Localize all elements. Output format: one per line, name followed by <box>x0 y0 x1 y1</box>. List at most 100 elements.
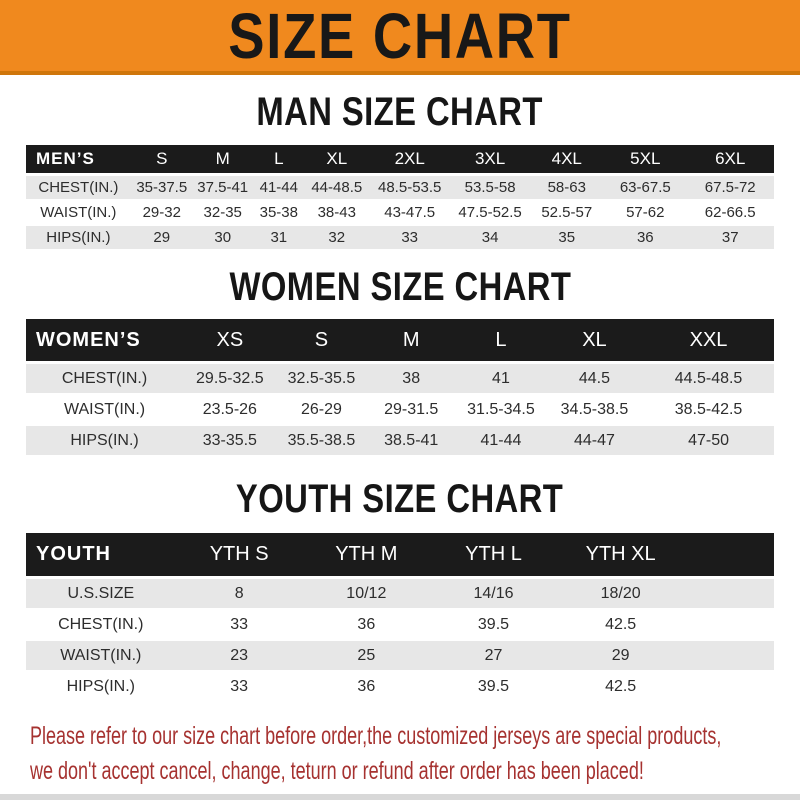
size-cell: 36 <box>302 609 430 641</box>
size-cell: 29-31.5 <box>366 394 457 426</box>
row-label: U.S.SIZE <box>26 577 176 610</box>
filler-cell <box>684 577 774 610</box>
size-cell: 35.5-38.5 <box>276 425 367 457</box>
size-cell: 35-37.5 <box>130 174 193 201</box>
women-column-header: S <box>276 319 367 364</box>
women-waist-row: WAIST(IN.) 23.5-26 26-29 29-31.5 31.5-34… <box>26 394 774 426</box>
size-cell: 41-44 <box>456 425 546 457</box>
row-label: WAIST(IN.) <box>26 394 184 426</box>
size-cell: 33 <box>368 225 451 251</box>
size-cell: 67.5-72 <box>686 174 774 201</box>
size-cell: 23.5-26 <box>183 394 277 426</box>
women-section-heading: WOMEN SIZE CHART <box>0 267 800 307</box>
size-cell: 18/20 <box>557 577 685 610</box>
women-column-header: XXL <box>643 319 774 364</box>
size-cell: 29-32 <box>130 200 193 226</box>
size-cell: 53.5-58 <box>450 174 530 201</box>
size-cell: 62-66.5 <box>686 200 774 226</box>
size-cell: 44.5-48.5 <box>643 362 774 395</box>
women-column-header: M <box>366 319 457 364</box>
men-waist-row: WAIST(IN.) 29-32 32-35 35-38 38-43 43-47… <box>26 200 774 226</box>
youth-column-header: YTH XL <box>557 533 685 579</box>
footer-note: Please refer to our size chart before or… <box>0 703 800 789</box>
women-column-header: XS <box>183 319 277 364</box>
women-table-header-row: WOMEN’S XS S M L XL XXL <box>26 319 774 364</box>
size-cell: 38 <box>366 362 457 395</box>
youth-size-table: YOUTH YTH S YTH M YTH L YTH XL U.S.SIZE … <box>26 533 774 703</box>
size-cell: 29 <box>557 640 685 672</box>
youth-table-title: YOUTH <box>26 533 176 579</box>
size-cell: 47.5-52.5 <box>450 200 530 226</box>
size-cell: 34 <box>450 225 530 251</box>
men-column-header: XL <box>304 145 369 176</box>
men-column-header: M <box>192 145 253 176</box>
men-size-table: MEN’S S M L XL 2XL 3XL 4XL 5XL 6XL CHEST… <box>26 145 774 251</box>
youth-section-heading-text: YOUTH SIZE CHART <box>236 477 564 521</box>
size-cell: 39.5 <box>429 609 558 641</box>
row-label: HIPS(IN.) <box>26 671 176 703</box>
size-cell: 35 <box>529 225 605 251</box>
men-table-header-row: MEN’S S M L XL 2XL 3XL 4XL 5XL 6XL <box>26 145 774 176</box>
men-chest-row: CHEST(IN.) 35-37.5 37.5-41 41-44 44-48.5… <box>26 174 774 201</box>
youth-column-header: YTH S <box>175 533 303 579</box>
men-column-header: 3XL <box>450 145 530 176</box>
size-cell: 33 <box>175 609 303 641</box>
youth-column-header: YTH L <box>429 533 558 579</box>
men-table-title: MEN’S <box>26 145 131 176</box>
row-label: HIPS(IN.) <box>26 225 131 251</box>
filler-cell <box>684 671 774 703</box>
size-cell: 47-50 <box>643 425 774 457</box>
size-cell: 29 <box>130 225 193 251</box>
women-section-heading-text: WOMEN SIZE CHART <box>229 265 571 309</box>
size-cell: 44.5 <box>545 362 644 395</box>
size-cell: 37.5-41 <box>192 174 253 201</box>
size-cell: 10/12 <box>302 577 430 610</box>
size-cell: 58-63 <box>529 174 605 201</box>
women-hips-row: HIPS(IN.) 33-35.5 35.5-38.5 38.5-41 41-4… <box>26 425 774 457</box>
size-cell: 32 <box>304 225 369 251</box>
size-cell: 38.5-42.5 <box>643 394 774 426</box>
size-cell: 25 <box>302 640 430 672</box>
size-cell: 48.5-53.5 <box>368 174 451 201</box>
size-cell: 34.5-38.5 <box>545 394 644 426</box>
man-section-heading-text: MAN SIZE CHART <box>256 90 544 134</box>
size-cell: 36 <box>302 671 430 703</box>
man-section-heading: MAN SIZE CHART <box>0 92 800 132</box>
size-cell: 39.5 <box>429 671 558 703</box>
row-label: CHEST(IN.) <box>26 362 184 395</box>
women-table-title: WOMEN’S <box>26 319 184 364</box>
size-cell: 32.5-35.5 <box>276 362 367 395</box>
women-size-table: WOMEN’S XS S M L XL XXL CHEST(IN.) 29.5-… <box>26 319 774 457</box>
youth-column-header: YTH M <box>302 533 430 579</box>
size-cell: 8 <box>175 577 303 610</box>
size-cell: 63-67.5 <box>604 174 687 201</box>
women-chest-row: CHEST(IN.) 29.5-32.5 32.5-35.5 38 41 44.… <box>26 362 774 395</box>
size-cell: 31.5-34.5 <box>456 394 546 426</box>
size-cell: 26-29 <box>276 394 367 426</box>
size-cell: 42.5 <box>557 609 685 641</box>
youth-table-header-row: YOUTH YTH S YTH M YTH L YTH XL <box>26 533 774 579</box>
size-cell: 41-44 <box>252 174 305 201</box>
men-column-header: 5XL <box>604 145 687 176</box>
size-cell: 38-43 <box>304 200 369 226</box>
size-cell: 32-35 <box>192 200 253 226</box>
men-column-header: 6XL <box>686 145 774 176</box>
banner-title: SIZE CHART <box>228 0 572 72</box>
size-cell: 27 <box>429 640 558 672</box>
row-label: HIPS(IN.) <box>26 425 184 457</box>
size-cell: 35-38 <box>252 200 305 226</box>
size-cell: 52.5-57 <box>529 200 605 226</box>
youth-waist-row: WAIST(IN.) 23 25 27 29 <box>26 640 774 672</box>
size-cell: 14/16 <box>429 577 558 610</box>
size-cell: 42.5 <box>557 671 685 703</box>
size-cell: 29.5-32.5 <box>183 362 277 395</box>
footer-line-2: we don't accept cancel, change, teturn o… <box>30 757 644 785</box>
size-cell: 41 <box>456 362 546 395</box>
filler-cell <box>684 640 774 672</box>
men-column-header: 2XL <box>368 145 451 176</box>
footer-line-1: Please refer to our size chart before or… <box>30 722 722 750</box>
youth-hips-row: HIPS(IN.) 33 36 39.5 42.5 <box>26 671 774 703</box>
size-cell: 43-47.5 <box>368 200 451 226</box>
size-cell: 33-35.5 <box>183 425 277 457</box>
